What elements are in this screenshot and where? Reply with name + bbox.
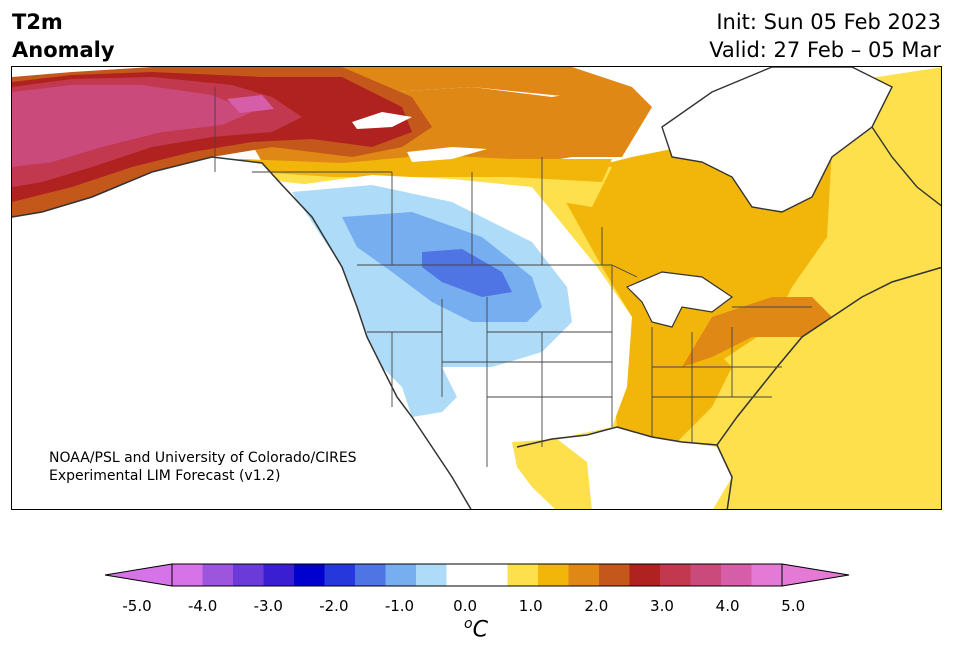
- colorbar-over-arrow: [781, 563, 850, 587]
- colorbar-cell: [690, 564, 722, 586]
- colorbar-tick-label: 2.0: [584, 597, 609, 615]
- colorbar-cell: [477, 564, 508, 586]
- colorbar-cell: [660, 564, 691, 586]
- colorbar-tick-label: -1.0: [384, 597, 415, 615]
- colorbar-cell: [507, 564, 539, 586]
- credit-text: NOAA/PSL and University of Colorado/CIRE…: [49, 449, 357, 485]
- map-title-line1: T2m: [12, 10, 63, 34]
- anomaly-map: [11, 66, 942, 510]
- anomaly-orange-ne: [682, 297, 832, 367]
- colorbar: [104, 563, 850, 587]
- anomaly-blue-core: [422, 249, 512, 297]
- colorbar-tick-label: -5.0: [122, 597, 152, 615]
- arctic-ice-patch-1: [352, 112, 412, 129]
- colorbar-cell: [599, 564, 630, 586]
- colorbar-cell: [538, 564, 569, 586]
- anomaly-magenta-west: [227, 95, 274, 113]
- valid-dates: Valid: 27 Feb – 05 Mar: [709, 38, 941, 62]
- credit-line1: NOAA/PSL and University of Colorado/CIRE…: [49, 450, 357, 466]
- mexico-yellow: [512, 439, 592, 509]
- colorbar-tick-label: 3.0: [650, 597, 674, 615]
- colorbar-cell: [263, 564, 295, 586]
- colorbar-cell: [721, 564, 752, 586]
- colorbar-cell: [172, 564, 203, 586]
- anomaly-orange-top: [342, 67, 652, 107]
- colorbar-tick-label: -3.0: [253, 597, 283, 615]
- colorbar-cell: [568, 564, 600, 586]
- anomaly-map-svg: [12, 67, 941, 509]
- political-boundaries: [214, 87, 812, 467]
- coastline-east: [716, 266, 941, 446]
- colorbar-cell: [385, 564, 417, 586]
- colorbar-tick-label: -2.0: [319, 597, 349, 615]
- map-title-line2: Anomaly: [12, 38, 115, 62]
- colorbar-cell: [294, 564, 325, 586]
- colorbar-cell: [202, 564, 234, 586]
- colorbar-cell: [355, 564, 386, 586]
- colorbar-tick-label: 5.0: [781, 597, 806, 615]
- colorbar-cell: [416, 564, 447, 586]
- colorbar-under-arrow: [104, 563, 173, 587]
- coastline-west: [12, 156, 472, 509]
- anomaly-gold-north-band: [162, 155, 612, 182]
- coastline-labrador: [871, 126, 941, 207]
- colorbar-tick-label: 0.0: [453, 597, 478, 615]
- colorbar-frame: [171, 563, 783, 587]
- colorbar-cell: [446, 564, 478, 586]
- arctic-ice-patch-2: [407, 147, 487, 162]
- hudson-bay: [661, 67, 893, 213]
- init-date: Init: Sun 05 Feb 2023: [716, 10, 941, 34]
- credit-line2: Experimental LIM Forecast (v1.2): [49, 468, 281, 484]
- colorbar-tick-label: 4.0: [715, 597, 740, 615]
- colorbar-unit-main: C: [472, 617, 488, 643]
- colorbar-tick-label: 1.0: [518, 597, 543, 615]
- colorbar-cell: [751, 564, 783, 586]
- colorbar-unit: oC: [464, 616, 488, 642]
- colorbar-tick-label: -4.0: [187, 597, 218, 615]
- colorbar-cell: [233, 564, 264, 586]
- colorbar-cell: [629, 564, 661, 586]
- colorbar-cell: [324, 564, 356, 586]
- pacific-ocean: [12, 157, 491, 509]
- colorbar-unit-degree: o: [464, 616, 473, 632]
- anomaly-pink-west: [12, 85, 252, 167]
- map-title: T2m Anomaly: [12, 8, 115, 64]
- colorbar-cells: [172, 564, 783, 586]
- forecast-dates: Init: Sun 05 Feb 2023 Valid: 27 Feb – 05…: [709, 8, 941, 64]
- great-lakes: [625, 271, 734, 328]
